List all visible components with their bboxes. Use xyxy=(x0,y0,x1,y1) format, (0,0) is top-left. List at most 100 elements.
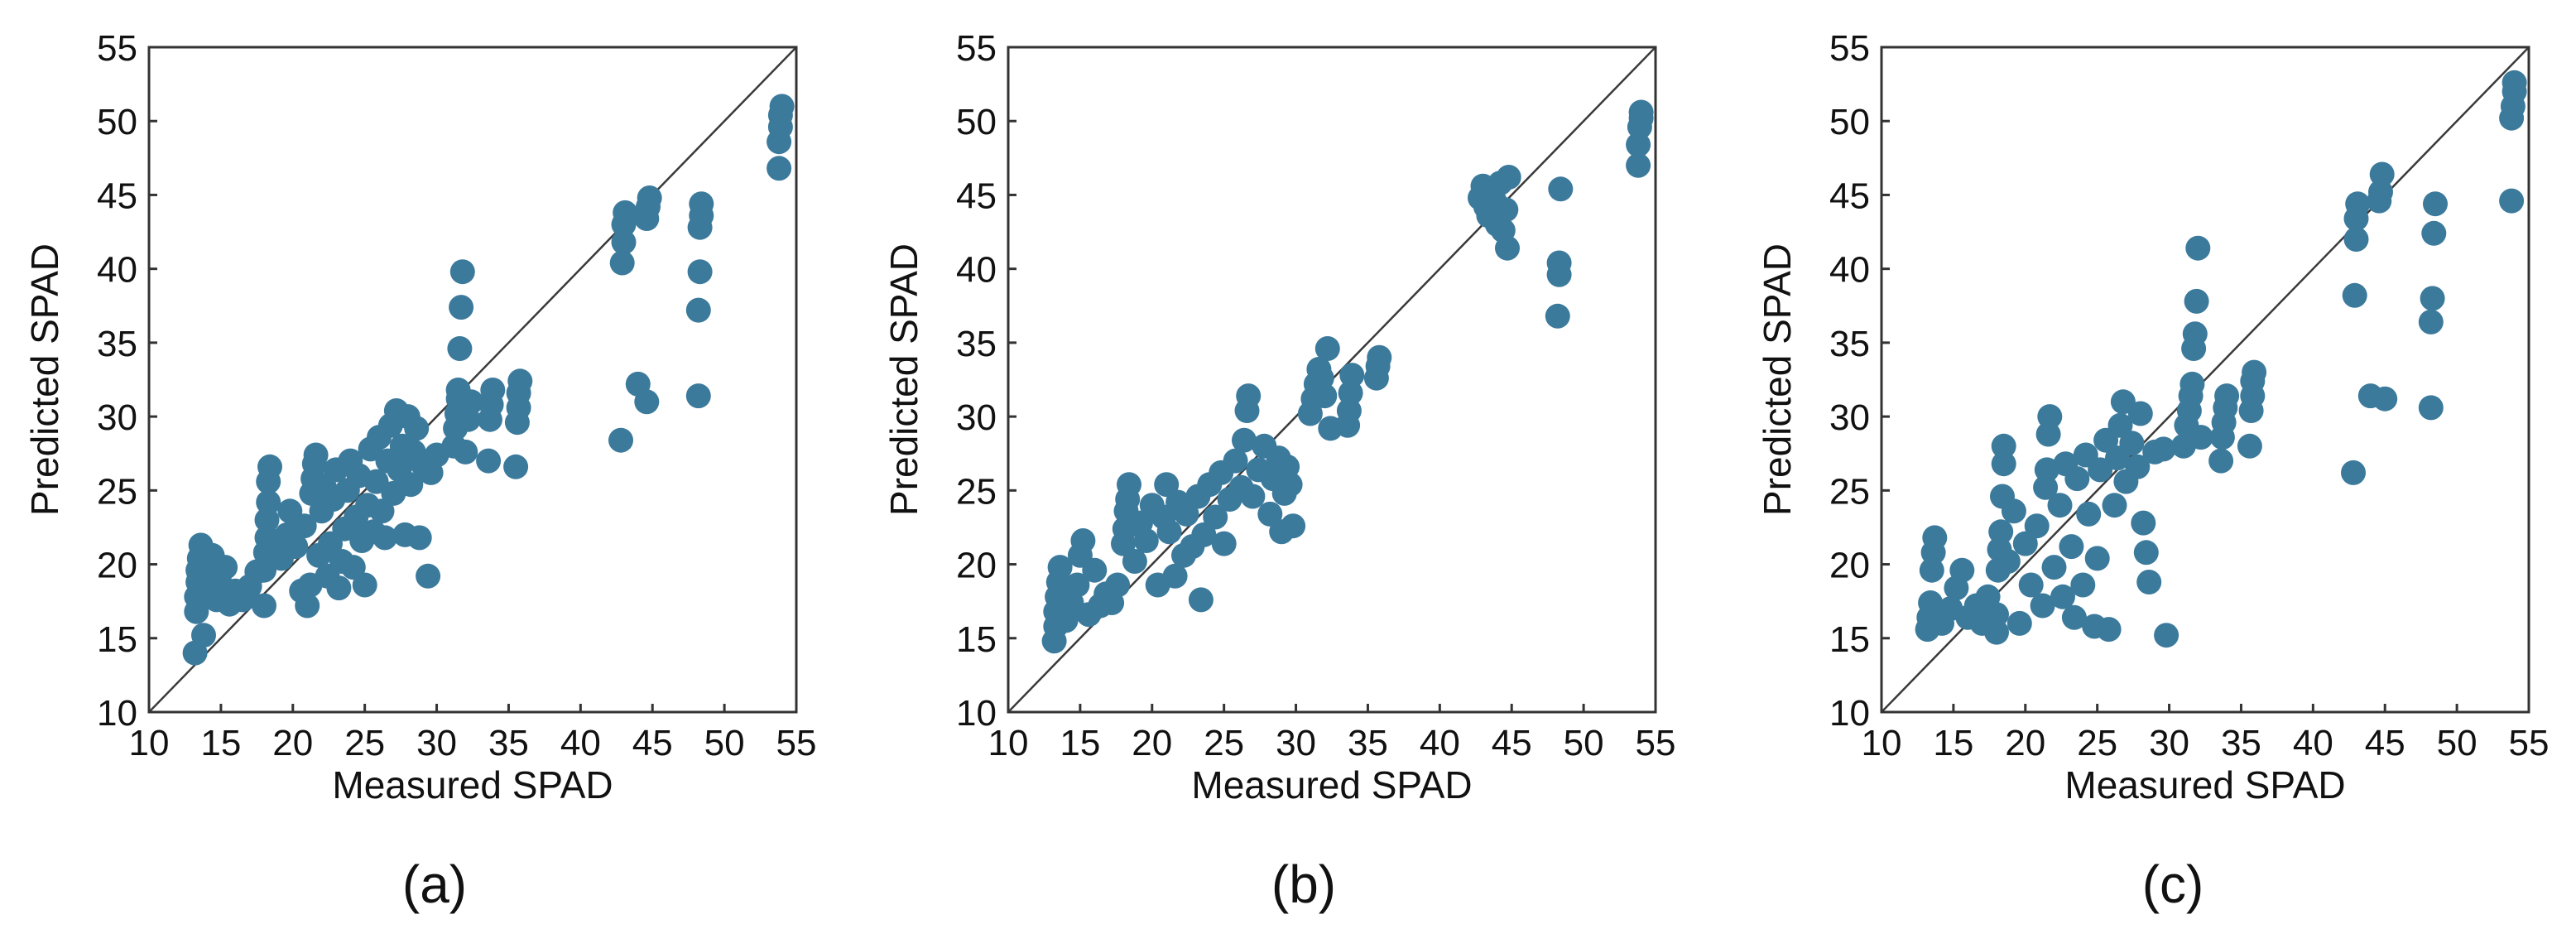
data-point xyxy=(1188,587,1214,613)
y-tick-label: 40 xyxy=(956,250,997,291)
data-point xyxy=(2070,572,2096,598)
data-point xyxy=(2012,531,2038,556)
data-point xyxy=(2208,448,2234,474)
data-point xyxy=(257,454,282,479)
data-point xyxy=(303,442,329,468)
data-point xyxy=(252,593,276,619)
data-point xyxy=(2133,540,2159,566)
y-tick-label: 25 xyxy=(97,471,137,512)
data-point xyxy=(2047,493,2073,518)
data-point xyxy=(2125,454,2151,479)
y-tick-label: 30 xyxy=(956,397,997,438)
data-point xyxy=(213,555,238,580)
y-tick-label: 40 xyxy=(97,250,137,291)
data-point xyxy=(2041,555,2067,580)
data-point xyxy=(1367,344,1392,370)
data-point xyxy=(507,368,533,394)
x-tick-label: 50 xyxy=(704,723,745,763)
data-point xyxy=(2059,534,2084,560)
data-point xyxy=(2119,431,2145,456)
data-point xyxy=(1047,555,1073,580)
data-point xyxy=(2420,286,2445,311)
data-point xyxy=(416,563,441,589)
data-point xyxy=(476,448,502,474)
x-tick-label: 10 xyxy=(129,723,170,763)
data-point xyxy=(637,185,662,210)
data-point xyxy=(453,439,478,464)
data-point xyxy=(767,156,792,181)
data-point xyxy=(1991,451,2016,477)
data-point xyxy=(2136,570,2162,594)
y-tick-label: 30 xyxy=(97,397,137,438)
plot-frame xyxy=(1880,46,2530,714)
data-point xyxy=(1203,504,1228,530)
data-point xyxy=(2242,359,2267,385)
y-tick-label: 20 xyxy=(956,546,997,586)
data-point xyxy=(1918,590,1944,615)
plot-frame xyxy=(1007,46,1657,714)
data-point xyxy=(1156,519,1182,545)
data-point xyxy=(1545,303,1570,329)
data-point xyxy=(2182,321,2208,347)
data-point xyxy=(2342,282,2367,308)
data-point xyxy=(1133,528,1159,553)
data-point xyxy=(283,534,309,560)
data-point xyxy=(2030,593,2055,619)
y-tick-label: 55 xyxy=(97,28,137,69)
data-point xyxy=(2180,371,2205,397)
data-point xyxy=(256,489,281,515)
y-tick-label: 45 xyxy=(97,176,137,216)
data-point xyxy=(689,191,714,217)
data-point xyxy=(1548,176,1574,202)
y-axis-title: Predicted SPAD xyxy=(23,243,66,516)
data-point xyxy=(2033,474,2059,500)
data-point xyxy=(1154,472,1180,498)
x-tick-label: 25 xyxy=(2077,723,2117,763)
data-point xyxy=(1223,448,1248,474)
x-tick-label: 30 xyxy=(2149,723,2189,763)
data-point xyxy=(1339,363,1365,388)
data-point xyxy=(404,416,430,441)
data-point xyxy=(2345,191,2371,217)
scatter-panel-1: 10 15 20 25 30 35 40 45 50 55 10 15 20 25 30 35 40 45 50 55… xyxy=(23,28,816,914)
y-tick-label: 35 xyxy=(97,324,137,364)
x-tick-label: 30 xyxy=(416,723,457,763)
data-point xyxy=(1236,383,1262,409)
data-point xyxy=(1065,572,1090,598)
data-point xyxy=(2096,617,2122,643)
data-points xyxy=(182,94,795,666)
x-tick-label: 20 xyxy=(1132,723,1172,763)
data-point xyxy=(1546,250,1572,276)
data-point xyxy=(2035,421,2061,447)
data-point xyxy=(1919,557,1944,583)
x-tick-label: 15 xyxy=(1933,723,1973,763)
data-point xyxy=(2107,412,2133,438)
y-tick-label: 15 xyxy=(956,619,997,660)
data-point xyxy=(1493,197,1519,223)
y-tick-label: 50 xyxy=(1829,102,1870,142)
data-point xyxy=(1312,383,1338,409)
data-point xyxy=(1232,427,1257,453)
data-point xyxy=(1314,336,1340,361)
data-point xyxy=(398,472,424,498)
x-tick-label: 45 xyxy=(632,723,673,763)
data-point xyxy=(2064,466,2090,492)
x-tick-label: 15 xyxy=(1060,723,1100,763)
x-tick-label: 40 xyxy=(1420,723,1460,763)
data-point xyxy=(2188,425,2213,450)
data-point xyxy=(685,297,711,323)
data-point xyxy=(685,383,711,409)
y-tick-label: 40 xyxy=(1829,250,1870,291)
data-point xyxy=(1277,472,1303,498)
data-point xyxy=(1257,501,1283,527)
x-axis-title: Measured SPAD xyxy=(1191,763,1472,806)
y-tick-label: 50 xyxy=(97,102,137,142)
x-tick-label: 50 xyxy=(1564,723,1604,763)
data-point xyxy=(369,498,395,524)
data-point xyxy=(2034,457,2059,483)
x-tick-label: 50 xyxy=(2437,723,2477,763)
data-points xyxy=(1915,70,2527,648)
data-point xyxy=(1984,602,2009,628)
data-point xyxy=(2423,191,2448,217)
y-tick-label: 35 xyxy=(956,324,997,364)
